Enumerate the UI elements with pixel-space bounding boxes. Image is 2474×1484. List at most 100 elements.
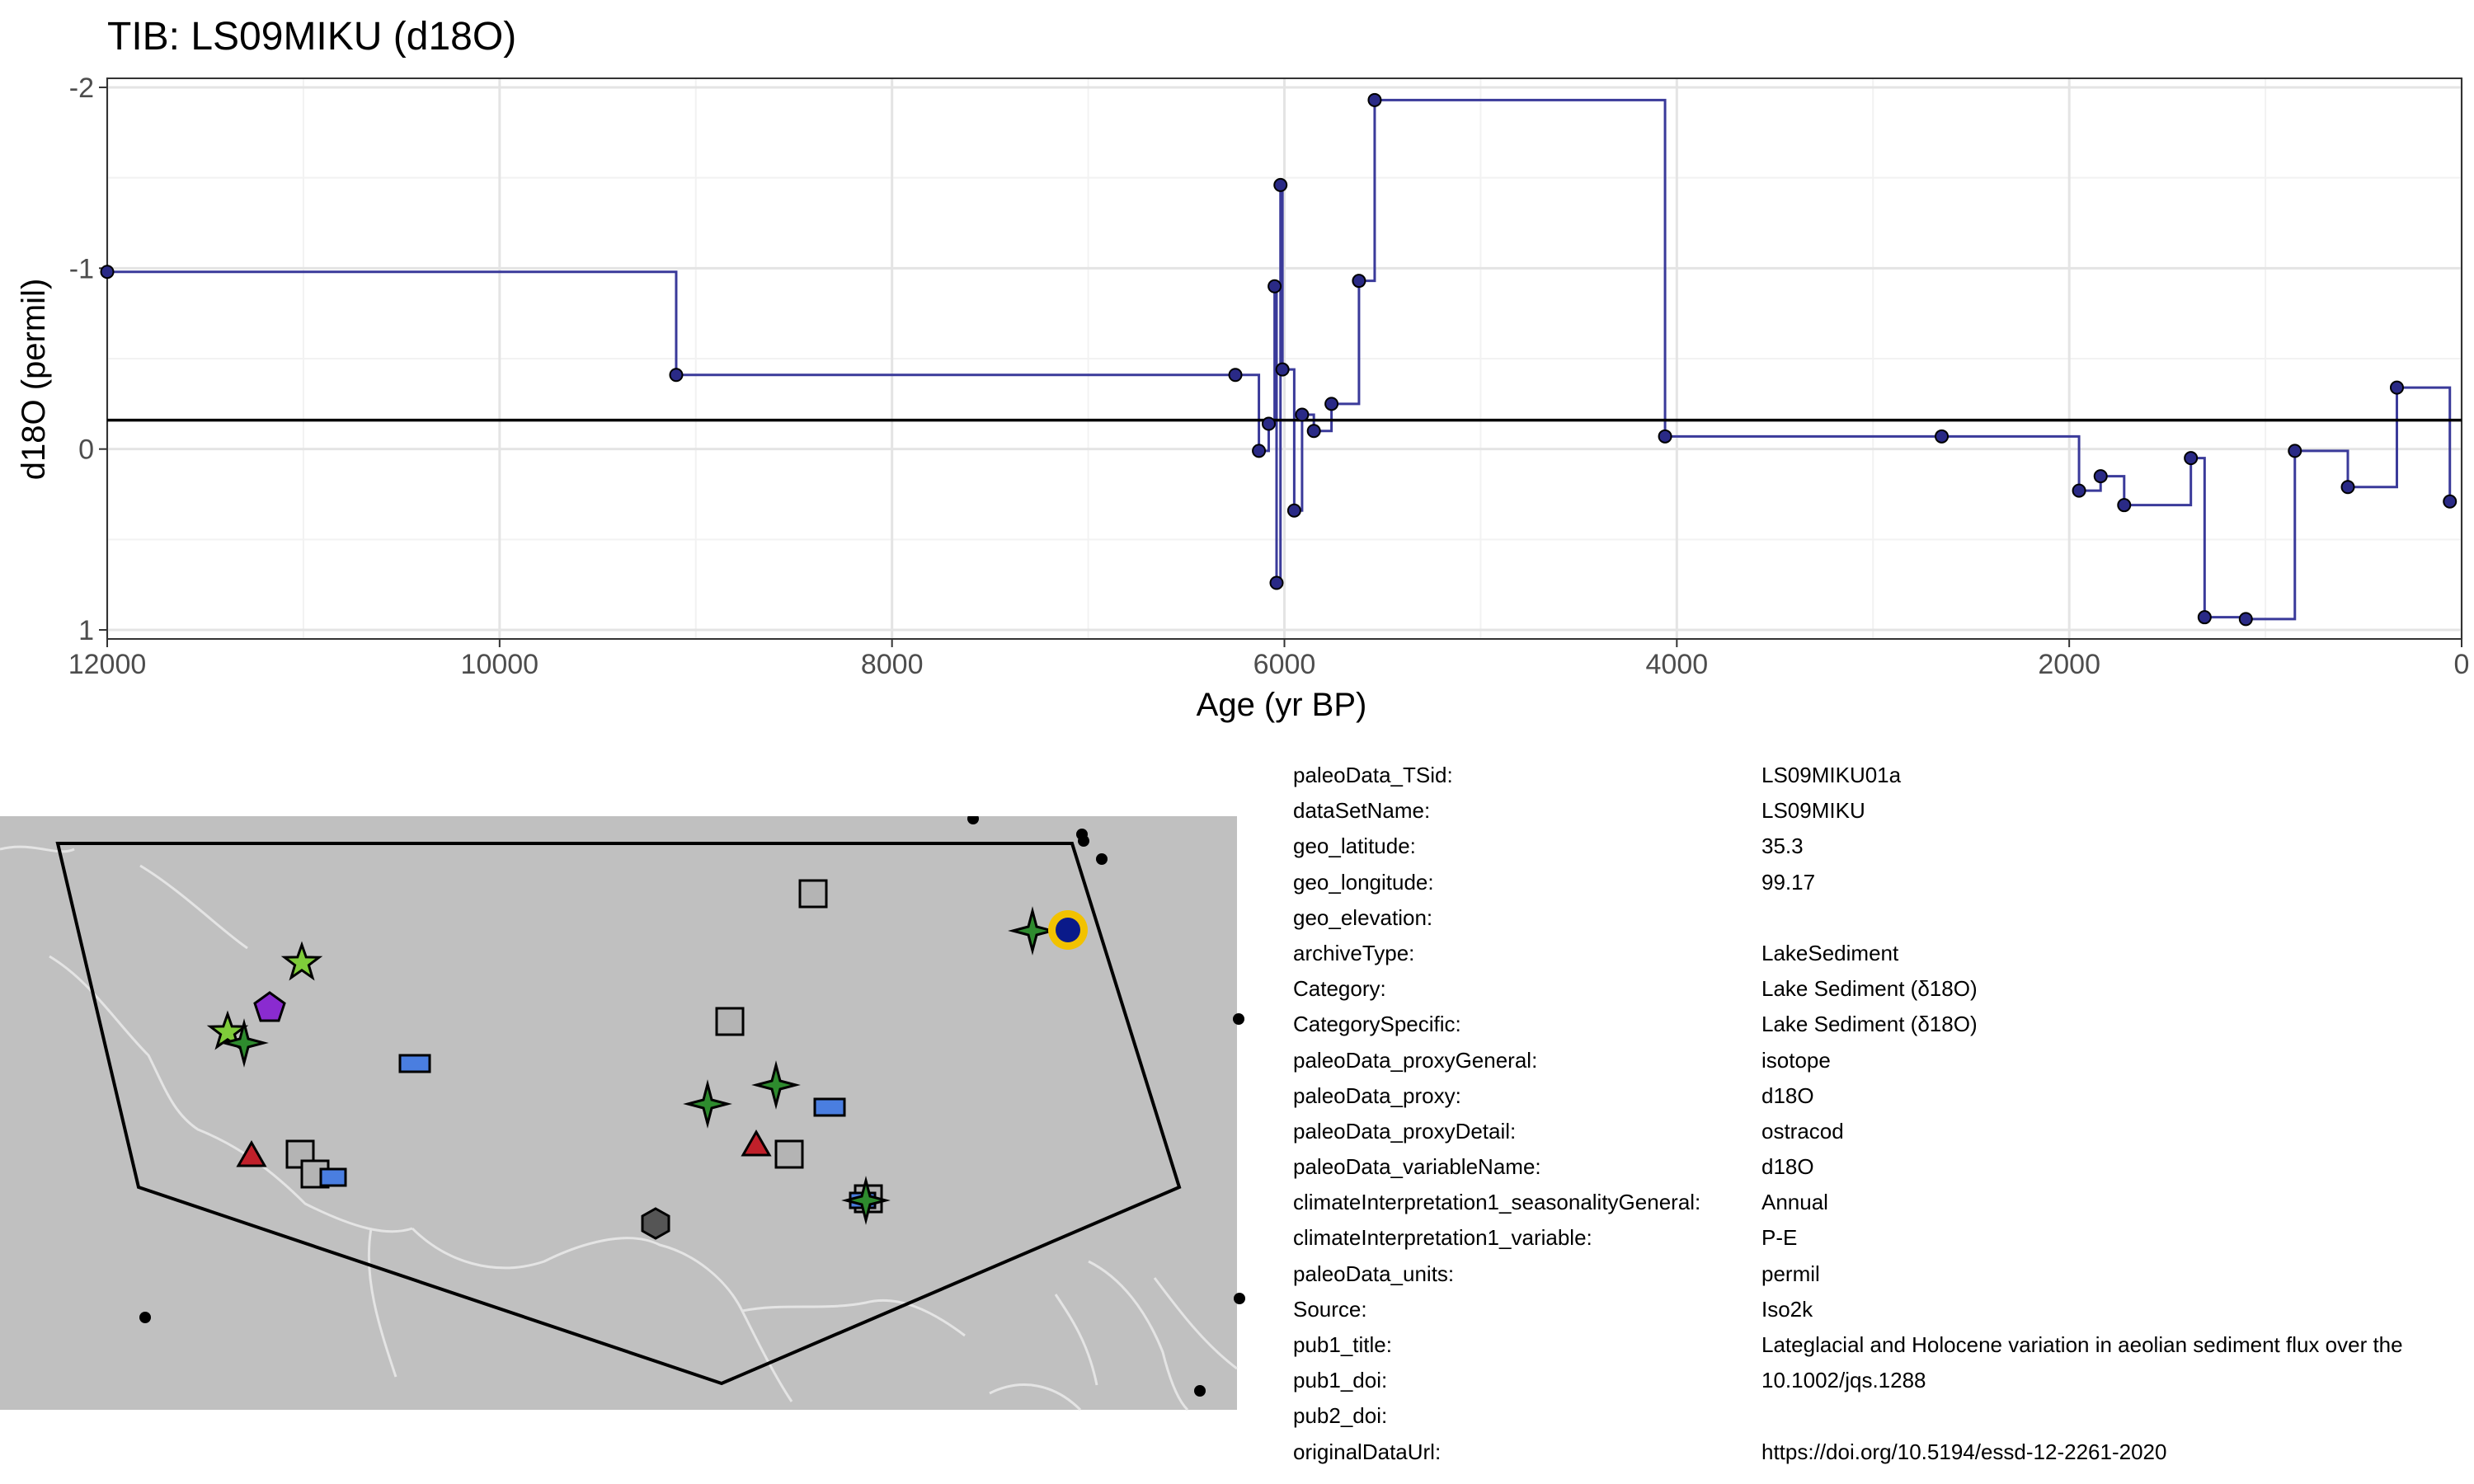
metadata-row: paleoData_proxyGeneral: isotope xyxy=(1293,1048,2474,1083)
metadata-value: permil xyxy=(1761,1261,1820,1286)
timeseries-plot: TIB: LS09MIKU (d18O) 12000 10000 8000 6000 4… xyxy=(16,15,2470,723)
axes: 12000 10000 8000 6000 4000 2000 0 -2 -1 0 1 xyxy=(68,73,2470,680)
metadata-value: 10.1002/jqs.1288 xyxy=(1761,1368,1926,1393)
data-point xyxy=(1352,274,1366,289)
metadata-value: Lake Sediment (δ18O) xyxy=(1761,1012,1978,1037)
metadata-value: Annual xyxy=(1761,1190,1828,1215)
outside-sites xyxy=(139,816,1245,1397)
metadata-row: pub1_doi: 10.1002/jqs.1288 xyxy=(1293,1368,2474,1403)
metadata-key: Category: xyxy=(1293,976,1386,1002)
metadata-row: climateInterpretation1_seasonalityGenera… xyxy=(1293,1190,2474,1225)
metadata-row: originalDataUrl: https://doi.org/10.5194/… xyxy=(1293,1439,2474,1475)
x-tick-label: 6000 xyxy=(1253,649,1316,680)
red-triangle-markers xyxy=(236,1129,772,1167)
metadata-table: paleoData_TSid: LS09MIKU01a dataSetName: LS… xyxy=(1293,763,2474,1475)
data-point xyxy=(1306,424,1321,439)
data-point xyxy=(100,265,115,279)
metadata-value: d18O xyxy=(1761,1082,1814,1108)
data-point xyxy=(669,368,684,383)
x-tick-label: 4000 xyxy=(1646,649,1709,680)
metadata-row: geo_elevation: xyxy=(1293,905,2474,941)
series-d18o xyxy=(100,92,2462,627)
data-point xyxy=(2184,451,2199,466)
y-axis-label: d18O (permil) xyxy=(16,279,52,481)
purple-pentagon-marker xyxy=(253,991,286,1022)
metadata-row: paleoData_proxyDetail: ostracod xyxy=(1293,1119,2474,1154)
data-point xyxy=(2072,483,2086,498)
metadata-row: geo_longitude: 99.17 xyxy=(1293,870,2474,905)
metadata-key: paleoData_proxyGeneral: xyxy=(1293,1047,1538,1073)
data-point xyxy=(1228,368,1243,383)
data-point xyxy=(1252,444,1267,458)
metadata-row: pub1_title: Lateglacial and Holocene vari… xyxy=(1293,1332,2474,1368)
data-point xyxy=(1269,575,1284,590)
metadata-key: CategorySpecific: xyxy=(1293,1012,1461,1037)
metadata-key: paleoData_variableName: xyxy=(1293,1154,1541,1180)
dark-green-star-markers xyxy=(219,906,1057,1225)
metadata-value: Lateglacial and Holocene variation in ae… xyxy=(1761,1332,2403,1357)
metadata-key: pub2_doi: xyxy=(1293,1403,1388,1429)
data-point xyxy=(1261,416,1276,431)
metadata-key: paleoData_proxy: xyxy=(1293,1082,1461,1108)
data-point xyxy=(2093,469,2108,484)
metadata-value: d18O xyxy=(1761,1154,1814,1180)
y-tick-label: 1 xyxy=(78,615,94,646)
plot-border xyxy=(106,77,2462,640)
metadata-row: paleoData_TSid: LS09MIKU01a xyxy=(1293,763,2474,798)
map-background xyxy=(0,816,1237,1410)
x-axis-label: Age (yr BP) xyxy=(1197,687,1367,723)
data-point xyxy=(2288,444,2302,458)
metadata-row: archiveType: LakeSediment xyxy=(1293,941,2474,976)
metadata-key: geo_latitude: xyxy=(1293,834,1416,859)
metadata-key: climateInterpretation1_seasonalityGenera… xyxy=(1293,1190,1701,1215)
metadata-value: 99.17 xyxy=(1761,869,1816,895)
metadata-key: Source: xyxy=(1293,1296,1367,1322)
x-tick-label: 0 xyxy=(2454,649,2470,680)
grid xyxy=(106,78,2463,639)
metadata-value: P-E xyxy=(1761,1225,1798,1251)
x-tick-label: 8000 xyxy=(861,649,924,680)
y-tick-label: -2 xyxy=(69,73,94,104)
map-borders xyxy=(0,845,1238,1411)
metadata-key: dataSetName: xyxy=(1293,798,1431,824)
metadata-value: LakeSediment xyxy=(1761,940,1899,965)
data-point xyxy=(1275,362,1290,377)
metadata-value: LS09MIKU01a xyxy=(1761,763,1902,787)
data-point xyxy=(2117,498,2132,513)
metadata-row: Category: Lake Sediment (δ18O) xyxy=(1293,976,2474,1012)
data-point xyxy=(1658,429,1672,444)
metadata-row: paleoData_units: permil xyxy=(1293,1261,2474,1297)
metadata-key: geo_elevation: xyxy=(1293,904,1433,930)
metadata-row: climateInterpretation1_variable: P-E xyxy=(1293,1225,2474,1261)
x-tick-label: 2000 xyxy=(2038,649,2100,680)
metadata-value: LS09MIKU xyxy=(1761,798,1865,824)
data-point xyxy=(1286,503,1301,518)
metadata-value: 35.3 xyxy=(1761,834,1804,859)
data-point xyxy=(1324,397,1339,411)
metadata-value: ostracod xyxy=(1761,1118,1844,1144)
metadata-row: paleoData_proxy: d18O xyxy=(1293,1083,2474,1119)
metadata-row: pub2_doi: xyxy=(1293,1403,2474,1439)
target-site-marker xyxy=(1048,910,1088,950)
metadata-value: isotope xyxy=(1761,1047,1831,1073)
data-point xyxy=(2389,380,2404,395)
data-point xyxy=(2443,494,2458,509)
metadata-key: paleoData_units: xyxy=(1293,1261,1455,1286)
metadata-key: climateInterpretation1_variable: xyxy=(1293,1225,1592,1251)
chart-title: TIB: LS09MIKU (d18O) xyxy=(107,15,516,59)
data-point xyxy=(2340,480,2355,495)
region-polygon xyxy=(55,842,1182,1386)
data-point xyxy=(1935,429,1950,444)
y-tick-label: 0 xyxy=(78,434,94,466)
metadata-key: originalDataUrl: xyxy=(1293,1439,1442,1464)
metadata-row: geo_latitude: 35.3 xyxy=(1293,834,2474,869)
site-map xyxy=(0,816,1245,1411)
x-tick-label: 12000 xyxy=(68,649,147,680)
y-tick-label: -1 xyxy=(69,253,94,284)
metadata-key: paleoData_TSid: xyxy=(1293,763,1453,787)
data-point xyxy=(1268,279,1282,294)
metadata-row: CategorySpecific: Lake Sediment (δ18O) xyxy=(1293,1012,2474,1047)
dark-hexagon-marker xyxy=(641,1207,670,1240)
metadata-value: Lake Sediment (δ18O) xyxy=(1761,976,1978,1002)
data-point xyxy=(2197,610,2212,625)
